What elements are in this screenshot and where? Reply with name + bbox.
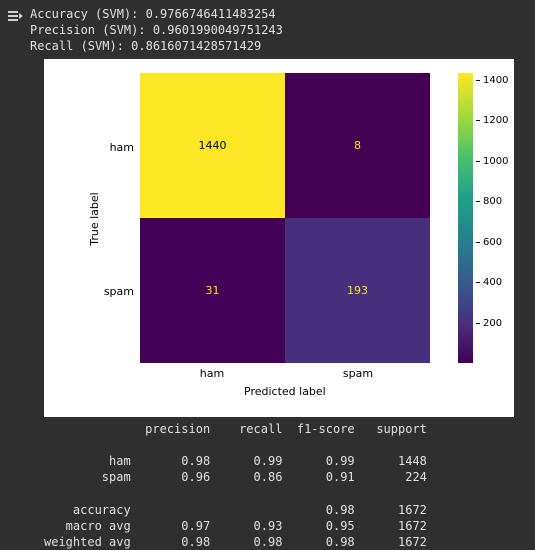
accuracy-line: Accuracy (SVM): 0.9766746411483254	[30, 7, 276, 21]
recall-line: Recall (SVM): 0.8616071428571429	[30, 39, 261, 53]
output-cell: Accuracy (SVM): 0.9766746411483254 Preci…	[0, 0, 535, 550]
cell-spam-spam: 193	[285, 218, 430, 363]
xtick-ham: ham	[182, 367, 242, 380]
y-axis-label: True label	[88, 192, 101, 245]
colorbar-tick: 1000	[476, 156, 508, 167]
execute-output-icon	[6, 7, 24, 25]
colorbar-tick: 200	[476, 318, 502, 329]
confusion-matrix-figure: 1440 8 31 193 ham spam ham spam True lab…	[44, 59, 514, 417]
classification-report: precision recall f1-score support ham 0.…	[44, 421, 535, 550]
report-row-ham: ham 0.98 0.99 0.99 1448	[44, 454, 427, 468]
colorbar	[458, 73, 473, 363]
heatmap-area: 1440 8 31 193	[140, 73, 430, 363]
ytick-spam: spam	[94, 285, 134, 298]
xtick-spam: spam	[328, 367, 388, 380]
cell-ham-ham: 1440	[140, 73, 285, 218]
colorbar-tick: 400	[476, 277, 502, 288]
cell-ham-spam: 8	[285, 73, 430, 218]
colorbar-tick: 1200	[476, 115, 508, 126]
heatmap-grid: 1440 8 31 193	[140, 73, 430, 363]
colorbar-tick: 800	[476, 196, 502, 207]
colorbar-tick: 600	[476, 237, 502, 248]
report-row-weighted: weighted avg 0.98 0.98 0.98 1672	[44, 535, 427, 549]
cell-spam-ham: 31	[140, 218, 285, 363]
metrics-text: Accuracy (SVM): 0.9766746411483254 Preci…	[30, 6, 283, 55]
metrics-header: Accuracy (SVM): 0.9766746411483254 Preci…	[6, 6, 535, 59]
report-row-spam: spam 0.96 0.86 0.91 224	[44, 470, 427, 484]
report-row-accuracy: accuracy 0.98 1672	[44, 503, 427, 517]
x-axis-label: Predicted label	[244, 385, 326, 398]
report-header: precision recall f1-score support	[44, 422, 427, 436]
ytick-ham: ham	[94, 141, 134, 154]
colorbar-tick: 1400	[476, 75, 508, 86]
colorbar-ticks: 200 400 600 800 1000 1200 1400	[476, 73, 510, 363]
precision-line: Precision (SVM): 0.9601990049751243	[30, 23, 283, 37]
